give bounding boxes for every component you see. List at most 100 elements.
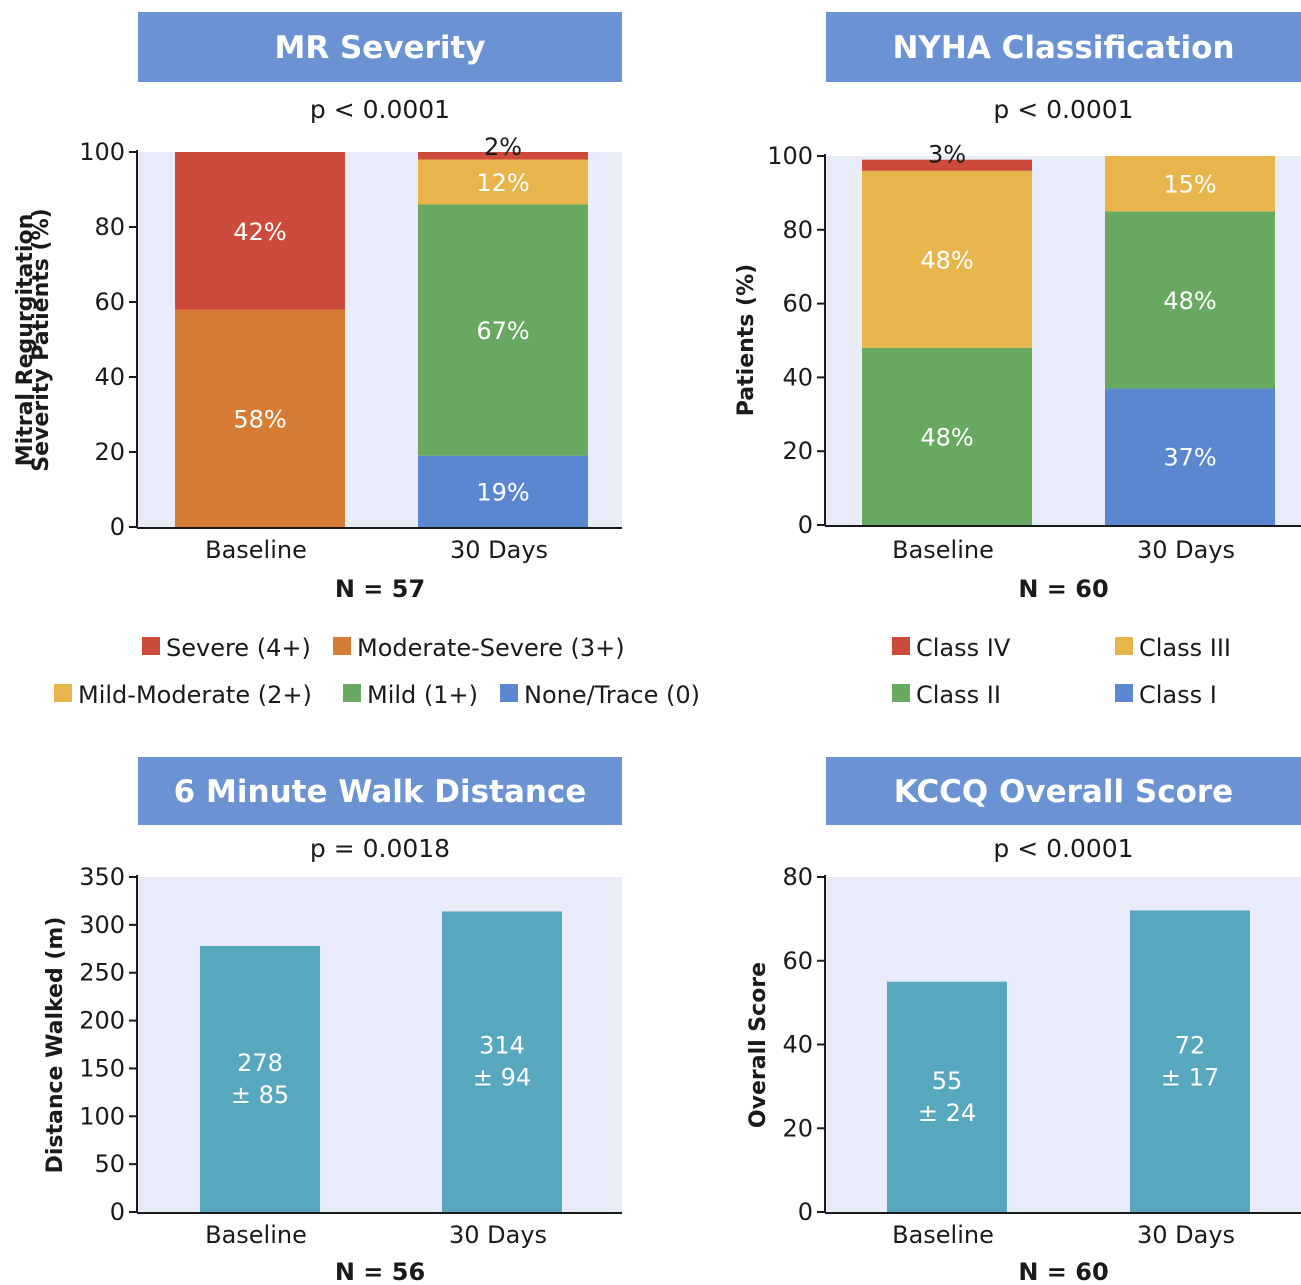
data-label: 37% [1163, 444, 1216, 472]
data-label-mean: 55 [932, 1067, 963, 1095]
data-label: 48% [920, 423, 973, 451]
data-label-mean: 278 [237, 1049, 283, 1077]
legend-label: Class I [1139, 681, 1217, 709]
chart-header [138, 12, 622, 82]
y-tick-label: 0 [110, 513, 125, 541]
legend: Severe (4+) Moderate-Severe (3+) Mild-Mode… [54, 634, 700, 709]
data-label: 12% [476, 169, 529, 197]
bar [442, 911, 562, 1212]
bar-segment [1105, 156, 1275, 212]
data-label: 48% [1163, 287, 1216, 315]
data-label: 3% [928, 141, 966, 169]
p-value: p < 0.0001 [993, 95, 1133, 124]
x-category-label: 30 Days [1137, 1221, 1235, 1249]
chart-walk: 6 Minute Walk Distance p = 0.0018 0 50 100 15… [43, 757, 622, 1285]
data-label-sd: ± 17 [1161, 1063, 1219, 1091]
legend-swatch [1115, 684, 1133, 702]
legend-label: Class III [1139, 634, 1231, 662]
y-tick-label: 250 [79, 959, 125, 987]
y-tick-label: 0 [110, 1198, 125, 1226]
x-category-label: Baseline [892, 1221, 994, 1249]
legend: Class IV Class III Class II Class I [892, 634, 1231, 709]
data-label-sd: ± 94 [473, 1064, 531, 1092]
bar-segment [418, 152, 588, 160]
sample-size-label: N = 57 [335, 575, 425, 603]
y-tick-label: 80 [94, 213, 125, 241]
legend-label: Moderate-Severe (3+) [357, 634, 625, 662]
y-tick-label: 350 [79, 863, 125, 891]
legend-label: Class II [916, 681, 1001, 709]
data-label: 2% [484, 133, 522, 161]
bar [887, 981, 1007, 1212]
chart-title: NYHA Classification [892, 30, 1234, 66]
bar-segment [1105, 388, 1275, 525]
legend-label: Mild (1+) [367, 681, 478, 709]
legend-swatch [142, 637, 160, 655]
legend-label: Severe (4+) [166, 634, 311, 662]
y-tick-label: 40 [782, 1031, 813, 1059]
bar-segment [175, 309, 345, 527]
data-label: 15% [1163, 171, 1216, 199]
p-value: p < 0.0001 [310, 95, 450, 124]
data-label: 48% [920, 246, 973, 274]
x-category-label: Baseline [892, 536, 994, 564]
legend-swatch [333, 637, 351, 655]
chart-mr: MR Severity p < 0.0001 0 20 40 60 80 100 58% 42% 1… [13, 12, 700, 709]
p-value: p < 0.0001 [993, 834, 1133, 863]
y-axis-label: Overall Score [746, 962, 771, 1128]
y-tick-label: 100 [767, 142, 813, 170]
y-tick-label: 100 [79, 1102, 125, 1130]
bar-segment [418, 455, 588, 527]
bar [200, 945, 320, 1212]
sample-size-label: N = 60 [1018, 1258, 1108, 1285]
y-tick-label: 200 [79, 1007, 125, 1035]
bar-segment [418, 204, 588, 456]
chart-kccq: KCCQ Overall Score p < 0.0001 0 20 40 60 80 55 ±… [746, 757, 1301, 1285]
chart-header [826, 757, 1301, 825]
y-tick-label: 60 [782, 290, 813, 318]
legend-label: None/Trace (0) [524, 681, 700, 709]
data-label-sd: ± 24 [918, 1099, 976, 1127]
legend-label: Mild-Moderate (2+) [78, 681, 312, 709]
sample-size-label: N = 56 [335, 1258, 425, 1285]
y-tick-label: 150 [79, 1054, 125, 1082]
y-axis-label: Severity Patients (%) [29, 208, 54, 471]
x-category-label: 30 Days [450, 536, 548, 564]
data-label-mean: 72 [1175, 1031, 1206, 1059]
y-tick-label: 300 [79, 911, 125, 939]
y-tick-label: 40 [782, 363, 813, 391]
y-tick-label: 20 [782, 1114, 813, 1142]
chart-title: MR Severity [274, 30, 485, 66]
y-axis-label: Patients (%) [734, 264, 759, 416]
y-tick-label: 0 [798, 511, 813, 539]
y-tick-label: 20 [94, 438, 125, 466]
y-tick-label: 40 [94, 363, 125, 391]
data-label: 19% [476, 478, 529, 506]
y-tick-label: 60 [782, 947, 813, 975]
legend-swatch [500, 684, 518, 702]
legend-swatch [892, 637, 910, 655]
data-label: 67% [476, 317, 529, 345]
y-tick-label: 80 [782, 216, 813, 244]
bar-segment [175, 152, 345, 310]
chart-header [826, 12, 1301, 82]
p-value: p = 0.0018 [310, 834, 450, 863]
legend-swatch [892, 684, 910, 702]
bar-segment [862, 159, 1032, 171]
legend-swatch [1115, 637, 1133, 655]
x-category-label: 30 Days [1137, 536, 1235, 564]
y-axis-label: Mitral Regurgitation [13, 214, 38, 466]
legend-swatch [343, 684, 361, 702]
x-category-label: 30 Days [449, 1221, 547, 1249]
data-label-mean: 314 [479, 1032, 525, 1060]
y-tick-label: 20 [782, 437, 813, 465]
y-tick-label: 60 [94, 288, 125, 316]
legend-label: Class IV [916, 634, 1011, 662]
data-label: 58% [233, 405, 286, 433]
chart-nyha: NYHA Classification p < 0.0001 0 20 40 60 80 10… [734, 12, 1301, 709]
bar-segment [418, 159, 588, 205]
bar-segment [862, 347, 1032, 525]
bar [1130, 910, 1250, 1212]
x-category-label: Baseline [205, 536, 307, 564]
